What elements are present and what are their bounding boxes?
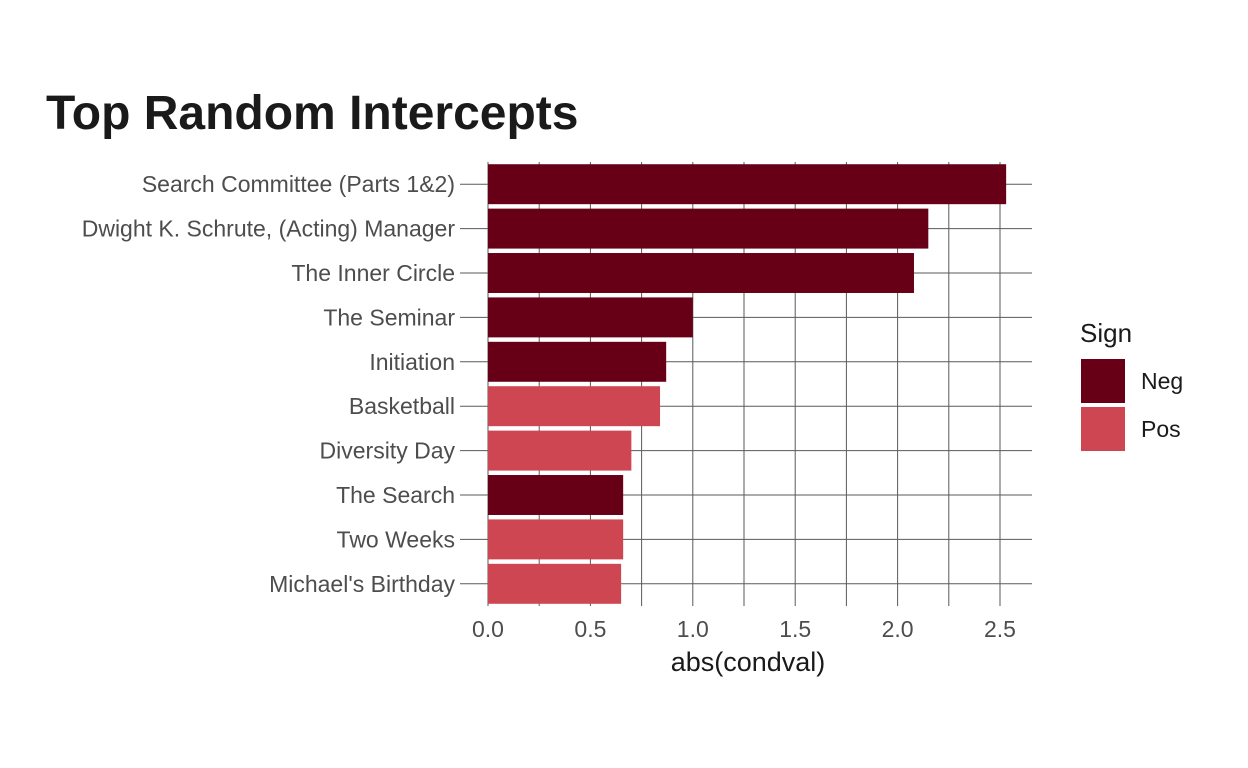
- bar: [488, 341, 667, 382]
- chart-title: Top Random Intercepts: [46, 87, 578, 140]
- x-axis-title: abs(condval): [671, 647, 826, 677]
- x-tick-label: 2.5: [984, 616, 1016, 642]
- category-label: Two Weeks: [337, 526, 455, 552]
- legend: Sign Neg Pos: [1080, 318, 1183, 451]
- bar: [488, 430, 632, 471]
- bar: [488, 208, 929, 249]
- category-label: The Seminar: [323, 304, 455, 330]
- bar: [488, 253, 914, 293]
- category-label: Basketball: [349, 393, 455, 419]
- x-tick-label: 2.0: [882, 616, 914, 642]
- bar: [488, 519, 624, 560]
- bars: [488, 164, 1007, 604]
- legend-label: Neg: [1141, 368, 1183, 394]
- category-label: The Inner Circle: [291, 260, 455, 286]
- category-labels: Search Committee (Parts 1&2) Dwight K. Sc…: [82, 171, 456, 597]
- x-tick-label: 0.5: [574, 616, 606, 642]
- bar: [488, 386, 661, 427]
- bar: [488, 563, 622, 604]
- category-label: The Search: [336, 482, 455, 508]
- legend-swatch: [1081, 359, 1125, 403]
- bar: [488, 297, 693, 338]
- legend-title: Sign: [1080, 318, 1132, 348]
- category-label: Dwight K. Schrute, (Acting) Manager: [82, 216, 456, 242]
- bar: [488, 475, 624, 515]
- x-tick-labels: 0.0 0.5 1.0 1.5 2.0 2.5: [472, 616, 1016, 642]
- x-tick-label: 1.5: [779, 616, 811, 642]
- legend-swatch: [1081, 407, 1125, 451]
- bar: [488, 164, 1007, 205]
- legend-label: Pos: [1141, 416, 1181, 442]
- category-label: Diversity Day: [320, 438, 456, 464]
- category-label: Search Committee (Parts 1&2): [142, 171, 455, 197]
- x-tick-label: 1.0: [677, 616, 709, 642]
- x-tick-label: 0.0: [472, 616, 504, 642]
- category-label: Initiation: [369, 349, 455, 375]
- category-label: Michael's Birthday: [269, 571, 455, 597]
